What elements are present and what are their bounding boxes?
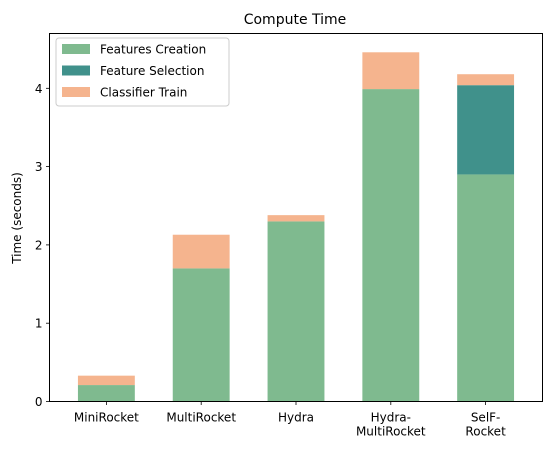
legend-swatch	[62, 87, 90, 97]
bar-segment	[77, 375, 135, 386]
bar-segment	[362, 52, 420, 90]
x-axis-ticks: MiniRocket MultiRocket Hydra Hydra-MultiRoc…	[74, 401, 506, 439]
legend-label: Classifier Train	[100, 86, 187, 100]
y-tick-label: 0	[35, 395, 43, 409]
bar-segment	[172, 268, 230, 402]
legend-box	[55, 37, 230, 107]
x-tick-label: MiniRocket	[74, 411, 139, 425]
x-tick-label: Hydra	[278, 411, 314, 425]
plot-frame	[49, 33, 543, 402]
x-tick-label: Hydra-MultiRocket	[356, 411, 426, 439]
bar-segment	[457, 174, 515, 402]
bar-segment	[362, 89, 420, 402]
legend-swatch	[62, 44, 90, 54]
x-tick-label: SelF-Rocket	[465, 411, 506, 439]
bar-segment	[267, 221, 325, 402]
legend-swatch	[62, 65, 90, 76]
y-tick-label: 2	[35, 238, 43, 252]
bar-segment	[77, 385, 135, 402]
bar-segment	[172, 234, 230, 269]
legend: Features Creation Feature Selection Classi…	[55, 37, 230, 107]
y-tick-label: 1	[35, 317, 43, 331]
x-tick-label: MultiRocket	[166, 411, 236, 425]
y-tick-label: 4	[35, 82, 43, 96]
y-axis-ticks: 0 1 2 3 4	[35, 82, 50, 409]
bar-segment	[457, 85, 515, 175]
y-axis-label: Time (seconds)	[10, 172, 24, 265]
bar-segment	[457, 74, 515, 86]
chart-title: Compute Time	[244, 12, 347, 28]
legend-label: Feature Selection	[100, 64, 204, 78]
bars-group	[77, 52, 515, 402]
bar-segment	[267, 215, 325, 222]
legend-label: Features Creation	[100, 43, 206, 57]
y-tick-label: 3	[35, 160, 43, 174]
